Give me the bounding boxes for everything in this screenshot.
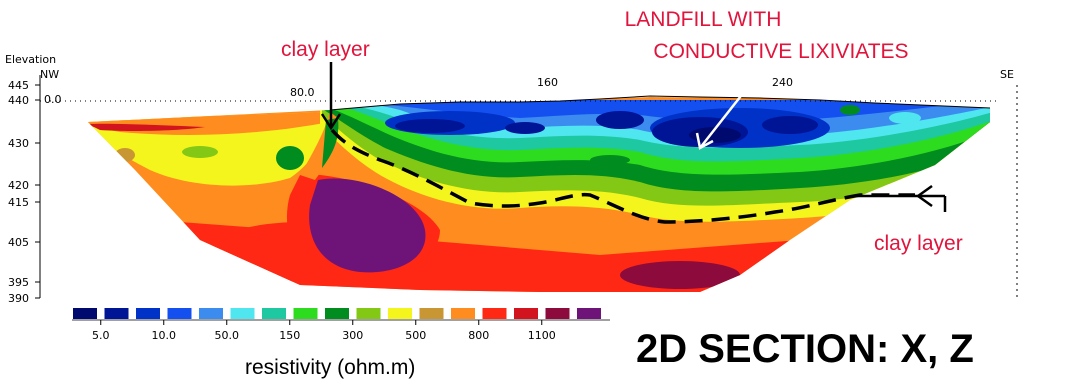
legend-swatch [325,308,349,319]
clay-layer-arrow-right [855,184,947,212]
legend-swatch [356,308,381,319]
topography-line [329,95,991,111]
landfill-arrow [695,77,756,150]
legend-tick-label: 1100 [528,329,556,342]
elev-tick-label: 430 [8,137,29,150]
legend-swatch [388,308,412,319]
distance-tick-label: 80.0 [290,86,315,99]
legend-swatch [104,308,129,319]
legend-swatch [73,308,97,319]
legend-tick-label: 5.0 [92,329,110,342]
elev-tick-label: 390 [8,292,29,305]
legend-swatch [293,308,318,319]
legend-units: resistivity (ohm.m) [245,356,415,379]
legend-swatch [167,308,192,319]
clay-layer-annotation-top: clay layer [281,38,370,61]
legend-tick-label: 10.0 [152,329,177,342]
legend-swatch [262,308,286,319]
distance-tick-label: 0.0 [44,93,62,106]
legend-tick-labels: 5.0 10.0 50.0 150 300 500 800 1100 [92,320,556,342]
section-title: 2D SECTION: X, Z [636,327,974,371]
distance-tick-label: 160 [537,76,558,89]
elev-tick-label: 445 [8,79,29,92]
legend-swatch [514,308,538,319]
legend-swatch [451,308,475,319]
elev-tick-label: 415 [8,196,29,209]
clay-layer-boundary [330,128,915,224]
legend-swatch [419,308,444,319]
legend-tick-label: 50.0 [215,329,240,342]
landfill-annotation-line1: LANDFILL WITH [625,8,782,31]
clay-layer-arrow-top [320,62,342,131]
elev-tick-label: 395 [8,276,29,289]
legend-swatch [577,308,601,319]
distance-tick-label: 240 [772,76,793,89]
legend-swatch [199,308,223,319]
resistivity-section [88,97,990,292]
elevation-label: Elevation [5,53,56,66]
legend-swatch [545,308,570,319]
legend-tick-label: 500 [405,329,426,342]
legend-swatch [136,308,160,319]
elev-tick-label: 420 [8,179,29,192]
legend-swatch [230,308,255,319]
elev-tick-label: 405 [8,236,29,249]
legend-tick-label: 150 [279,329,300,342]
legend-swatches [73,308,601,319]
legend-tick-label: 300 [342,329,363,342]
landfill-annotation-line2: CONDUCTIVE LIXIVIATES [653,40,908,63]
distance-axis: 0.0 80.0 160 240 SE [40,68,1014,106]
resistivity-legend: 5.0 10.0 50.0 150 300 500 800 1100 resistivity … [72,308,610,379]
se-label: SE [1000,68,1014,81]
elevation-axis: Elevation NW 445 440 430 420 415 405 395… [5,53,59,305]
nw-label: NW [40,68,59,81]
legend-tick-label: 800 [468,329,489,342]
legend-swatch [482,308,507,319]
clay-layer-annotation-right: clay layer [874,232,963,255]
elev-tick-label: 440 [8,94,29,107]
